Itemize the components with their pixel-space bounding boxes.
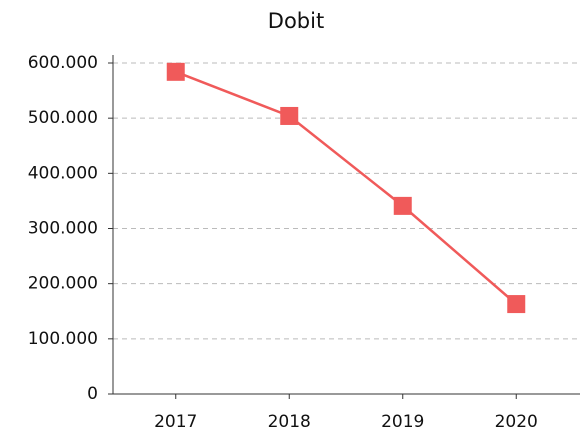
y-tick-label: 200.000 — [28, 274, 98, 294]
x-tick-label: 2019 — [381, 412, 424, 432]
y-tick-label: 100.000 — [28, 329, 98, 349]
marker — [507, 295, 526, 314]
y-tick-label: 500.000 — [28, 108, 98, 128]
chart-title: Dobit — [268, 9, 324, 33]
y-tick-label: 300.000 — [28, 219, 98, 239]
y-tick-label: 0 — [87, 384, 98, 404]
y-tick-label: 400.000 — [28, 163, 98, 183]
marker — [280, 106, 299, 125]
marker — [393, 196, 412, 215]
marker — [166, 62, 185, 81]
x-tick-label: 2020 — [495, 412, 538, 432]
y-tick-label: 600.000 — [28, 53, 98, 73]
x-tick-label: 2017 — [154, 412, 197, 432]
x-tick-label: 2018 — [268, 412, 311, 432]
line — [175, 70, 518, 306]
